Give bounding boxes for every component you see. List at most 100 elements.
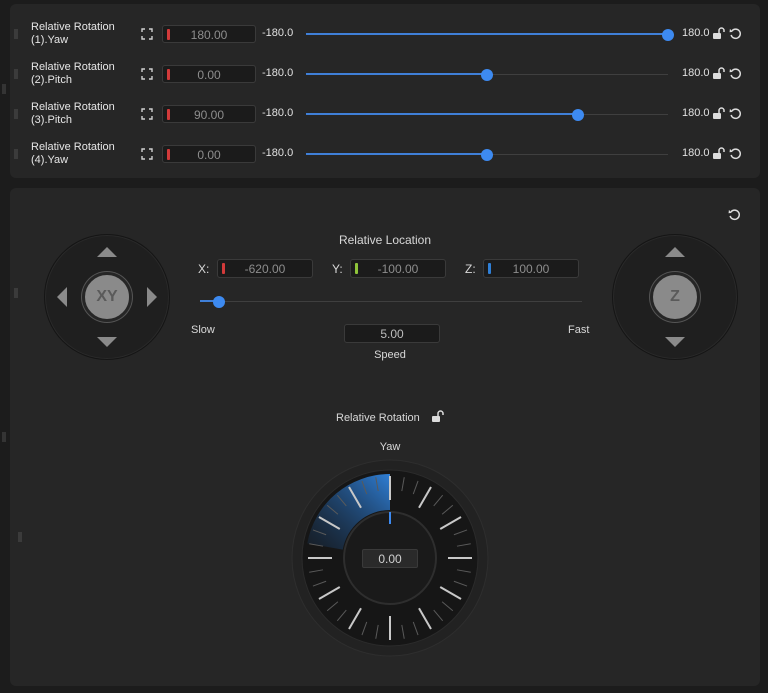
dial-tick xyxy=(336,494,347,507)
expand-icon[interactable] xyxy=(141,68,153,80)
reset-icon[interactable] xyxy=(729,67,742,80)
dial-tick xyxy=(418,486,432,509)
dial-sweep xyxy=(307,474,390,550)
y-axis-marker xyxy=(355,263,358,274)
rotation-slider[interactable] xyxy=(306,29,674,41)
z-axis-marker xyxy=(488,263,491,274)
rotation-slider-thumb[interactable] xyxy=(481,69,493,81)
y-value: -100.00 xyxy=(377,262,419,276)
rotation-row-label: Relative Rotation (2).Pitch xyxy=(31,61,131,87)
x-axis-marker xyxy=(222,263,225,274)
slow-label: Slow xyxy=(191,324,215,336)
grip-icon[interactable] xyxy=(2,432,6,442)
xy-knob[interactable]: XY xyxy=(82,272,132,322)
grip-icon[interactable] xyxy=(14,109,18,119)
rotation-value-field[interactable]: 0.00 xyxy=(162,145,256,163)
yaw-label: Yaw xyxy=(379,441,401,453)
rotation-value-field[interactable]: 180.00 xyxy=(162,25,256,43)
y-label: Y: xyxy=(332,262,343,276)
rotation-slider-thumb[interactable] xyxy=(662,29,674,41)
dial-tick xyxy=(336,609,347,622)
xy-joystick[interactable]: XY xyxy=(44,234,170,360)
dial-tick xyxy=(348,607,362,630)
dial-tick xyxy=(453,580,468,587)
lock-icon[interactable] xyxy=(431,410,445,423)
x-field[interactable]: -620.00 xyxy=(217,259,313,278)
rotation-slider-fill xyxy=(306,113,578,115)
arrow-right-icon[interactable] xyxy=(147,287,157,307)
grip-icon[interactable] xyxy=(14,149,18,159)
axis-marker xyxy=(167,149,170,160)
rotation-slider[interactable] xyxy=(306,69,668,81)
dial-tick xyxy=(456,543,471,547)
z-joystick[interactable]: Z xyxy=(612,234,738,360)
grip-icon[interactable] xyxy=(2,84,6,94)
rotation-max: 180.0 xyxy=(682,27,710,39)
reset-icon[interactable] xyxy=(728,208,741,221)
reset-icon[interactable] xyxy=(729,27,742,40)
rotation-row: Relative Rotation (2).Pitch 0.00 -180.0 … xyxy=(10,55,760,95)
grip-icon[interactable] xyxy=(18,532,22,542)
speed-field[interactable]: 5.00 xyxy=(344,324,440,343)
z-label: Z: xyxy=(465,262,476,276)
axis-marker xyxy=(167,109,170,120)
arrow-up-icon[interactable] xyxy=(665,247,685,257)
reset-icon[interactable] xyxy=(729,107,742,120)
arrow-down-icon[interactable] xyxy=(665,337,685,347)
rotation-row-label-line1: Relative Rotation xyxy=(31,141,115,153)
rotation-min: -180.0 xyxy=(262,107,294,119)
dial-tick xyxy=(433,609,444,622)
expand-icon[interactable] xyxy=(141,148,153,160)
speed-label: Speed xyxy=(374,349,406,361)
dial-tick xyxy=(441,504,454,515)
dial-tick xyxy=(412,480,419,495)
arrow-up-icon[interactable] xyxy=(97,247,117,257)
rotation-list-panel: Relative Rotation (1).Yaw 180.00 -180.0 … xyxy=(10,4,760,178)
dial-tick xyxy=(318,516,341,530)
grip-icon[interactable] xyxy=(14,288,18,298)
expand-icon[interactable] xyxy=(141,28,153,40)
grip-icon[interactable] xyxy=(14,69,18,79)
expand-icon[interactable] xyxy=(141,108,153,120)
dial-tick xyxy=(318,586,341,600)
rotation-slider-fill xyxy=(306,153,487,155)
rotation-value: 180.00 xyxy=(190,28,228,42)
rotation-row-label-line1: Relative Rotation xyxy=(31,101,115,113)
yaw-value-box[interactable]: 0.00 xyxy=(362,549,418,568)
location-title: Relative Location xyxy=(338,233,432,247)
z-knob[interactable]: Z xyxy=(650,272,700,322)
rotation-value-field[interactable]: 0.00 xyxy=(162,65,256,83)
speed-slider[interactable] xyxy=(200,296,582,308)
rotation-slider[interactable] xyxy=(306,149,668,161)
rotation-value: 90.00 xyxy=(193,108,225,122)
y-field[interactable]: -100.00 xyxy=(350,259,446,278)
dial-tick xyxy=(412,621,419,636)
rotation-slider-thumb[interactable] xyxy=(481,149,493,161)
rotation-value-field[interactable]: 90.00 xyxy=(162,105,256,123)
lock-icon[interactable] xyxy=(712,147,726,160)
lock-icon[interactable] xyxy=(712,67,726,80)
speed-slider-thumb[interactable] xyxy=(213,296,226,308)
speed-slider-fill xyxy=(200,300,220,302)
dial-tick xyxy=(309,543,324,547)
dial-tick xyxy=(441,601,454,612)
rotation-max: 180.0 xyxy=(682,107,710,119)
rotation-row-label-line2: (2).Pitch xyxy=(31,74,72,86)
rotation-slider-thumb[interactable] xyxy=(571,109,584,121)
rotation-row-label-line1: Relative Rotation xyxy=(31,61,115,73)
rotation-row-label-line2: (3).Pitch xyxy=(31,114,72,126)
fast-label: Fast xyxy=(568,324,590,336)
rotation-min: -180.0 xyxy=(262,67,294,79)
arrow-left-icon[interactable] xyxy=(57,287,67,307)
rotation-slider[interactable] xyxy=(306,109,668,121)
dial-tick xyxy=(361,621,368,636)
lock-icon[interactable] xyxy=(712,27,726,40)
z-field[interactable]: 100.00 xyxy=(483,259,579,278)
rotation-min: -180.0 xyxy=(262,27,294,39)
reset-icon[interactable] xyxy=(729,147,742,160)
arrow-down-icon[interactable] xyxy=(97,337,117,347)
rotation-max: 180.0 xyxy=(682,67,710,79)
axis-marker xyxy=(167,29,170,40)
grip-icon[interactable] xyxy=(14,29,18,39)
lock-icon[interactable] xyxy=(712,107,726,120)
